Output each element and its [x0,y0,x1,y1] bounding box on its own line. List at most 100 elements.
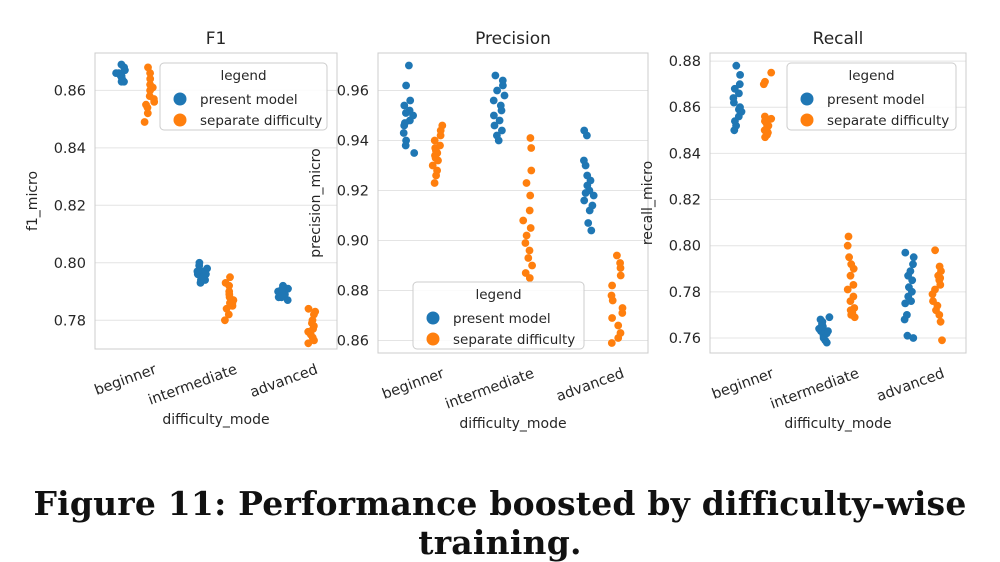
data-point-separate-difficulty [527,166,536,175]
data-point-present-model [584,219,593,227]
data-point-present-model [199,273,208,282]
data-point-present-model [583,171,592,180]
data-point-separate-difficulty [150,95,158,103]
data-point-separate-difficulty [521,269,530,277]
data-point-separate-difficulty [608,314,616,322]
y-tick-label: 0.90 [337,234,369,250]
data-point-present-model [909,253,918,262]
data-point-present-model [203,264,212,273]
data-point-separate-difficulty [430,136,439,145]
y-tick-label: 0.80 [54,256,86,272]
plot-frame [709,52,967,354]
legend-entry-label: separate difficulty [827,113,949,129]
data-point-present-model [903,331,912,340]
data-point-separate-difficulty [616,329,625,337]
data-point-separate-difficulty [222,304,231,313]
y-tick-label: 0.84 [669,146,701,162]
data-point-separate-difficulty [528,261,536,270]
data-point-present-model [402,81,410,90]
y-tick-label: 0.82 [54,198,86,214]
y-tick-label: 0.82 [669,193,701,209]
data-point-present-model [402,136,410,145]
data-point-separate-difficulty [226,273,234,282]
data-point-present-model [818,322,826,331]
data-point-separate-difficulty [847,260,856,269]
data-point-present-model [401,119,409,127]
legend: legend present model separate difficulty [412,281,585,350]
data-point-present-model [400,101,409,110]
y-axis-label: precision_micro [308,148,324,257]
y-tick-label: 0.86 [337,334,369,350]
y-tick-label: 0.88 [669,54,701,70]
data-point-present-model [901,248,910,257]
data-point-present-model [491,71,500,80]
data-point-separate-difficulty [225,287,234,296]
y-tick-label: 0.78 [669,285,701,301]
strip-plot-figure: 0.780.800.820.840.86F1f1_microbeginnerin… [25,29,967,432]
data-point-present-model [112,69,120,77]
data-point-present-model [588,201,597,210]
y-tick-label: 0.94 [337,134,369,150]
data-point-separate-difficulty [140,118,149,126]
data-point-present-model [193,267,202,276]
data-point-separate-difficulty [436,141,444,150]
y-tick-label: 0.88 [337,284,369,300]
data-point-separate-difficulty [761,77,769,86]
data-point-present-model [909,260,917,269]
data-point-present-model [278,290,286,299]
data-point-present-model [580,196,589,205]
data-point-separate-difficulty [526,191,535,200]
data-point-present-model [195,258,204,267]
data-point-separate-difficulty [618,304,627,312]
data-point-separate-difficulty [226,299,234,307]
data-point-present-model [410,149,419,157]
data-point-separate-difficulty [428,161,437,170]
y-axis-label: f1_micro [25,171,41,231]
data-point-present-model [816,315,825,324]
x-axis-label: difficulty_mode [459,416,566,432]
legend-box [412,281,585,350]
data-point-present-model [493,86,501,95]
data-point-present-model [581,189,590,197]
data-point-separate-difficulty [614,321,623,330]
data-point-present-model [729,94,738,102]
data-point-separate-difficulty [221,316,229,325]
data-point-present-model [906,267,915,275]
data-point-present-model [496,101,505,110]
data-point-separate-difficulty [526,134,535,142]
data-point-present-model [909,334,918,342]
data-point-separate-difficulty [221,279,230,287]
data-point-separate-difficulty [142,100,150,109]
data-point-present-model [405,61,413,70]
data-point-present-model [903,311,911,319]
data-point-present-model [399,129,408,137]
x-tick-label: beginner [380,366,446,403]
legend-box [786,62,957,131]
data-point-separate-difficulty [935,262,944,271]
data-point-separate-difficulty [936,317,945,326]
data-point-separate-difficulty [525,206,534,215]
data-point-separate-difficulty [931,246,939,255]
data-point-separate-difficulty [850,304,859,312]
chart-title: F1 [206,29,227,49]
data-point-separate-difficulty [524,254,533,262]
data-point-separate-difficulty [522,179,531,187]
legend-marker-present-model [426,311,440,325]
figure: 0.78 0.80 0.82 0.84 0.86 F1 f1_micro beginner in… [25,29,967,432]
data-point-separate-difficulty [844,232,853,241]
legend-entry-label: present model [827,92,925,108]
y-tick-label: 0.76 [669,331,701,347]
data-point-separate-difficulty [607,291,616,300]
data-point-separate-difficulty [607,339,616,347]
data-point-present-model [498,76,507,85]
y-tick-label: 0.86 [54,83,86,99]
x-axis-label: difficulty_mode [162,412,269,428]
data-point-present-model [730,84,739,93]
data-point-separate-difficulty [521,239,530,247]
data-point-separate-difficulty [146,75,155,83]
plot-frame [94,52,338,350]
legend-title: legend [848,68,894,84]
data-point-separate-difficulty [613,251,621,260]
chart-title: Precision [475,29,551,49]
legend: legend present model separate difficulty [786,62,957,131]
